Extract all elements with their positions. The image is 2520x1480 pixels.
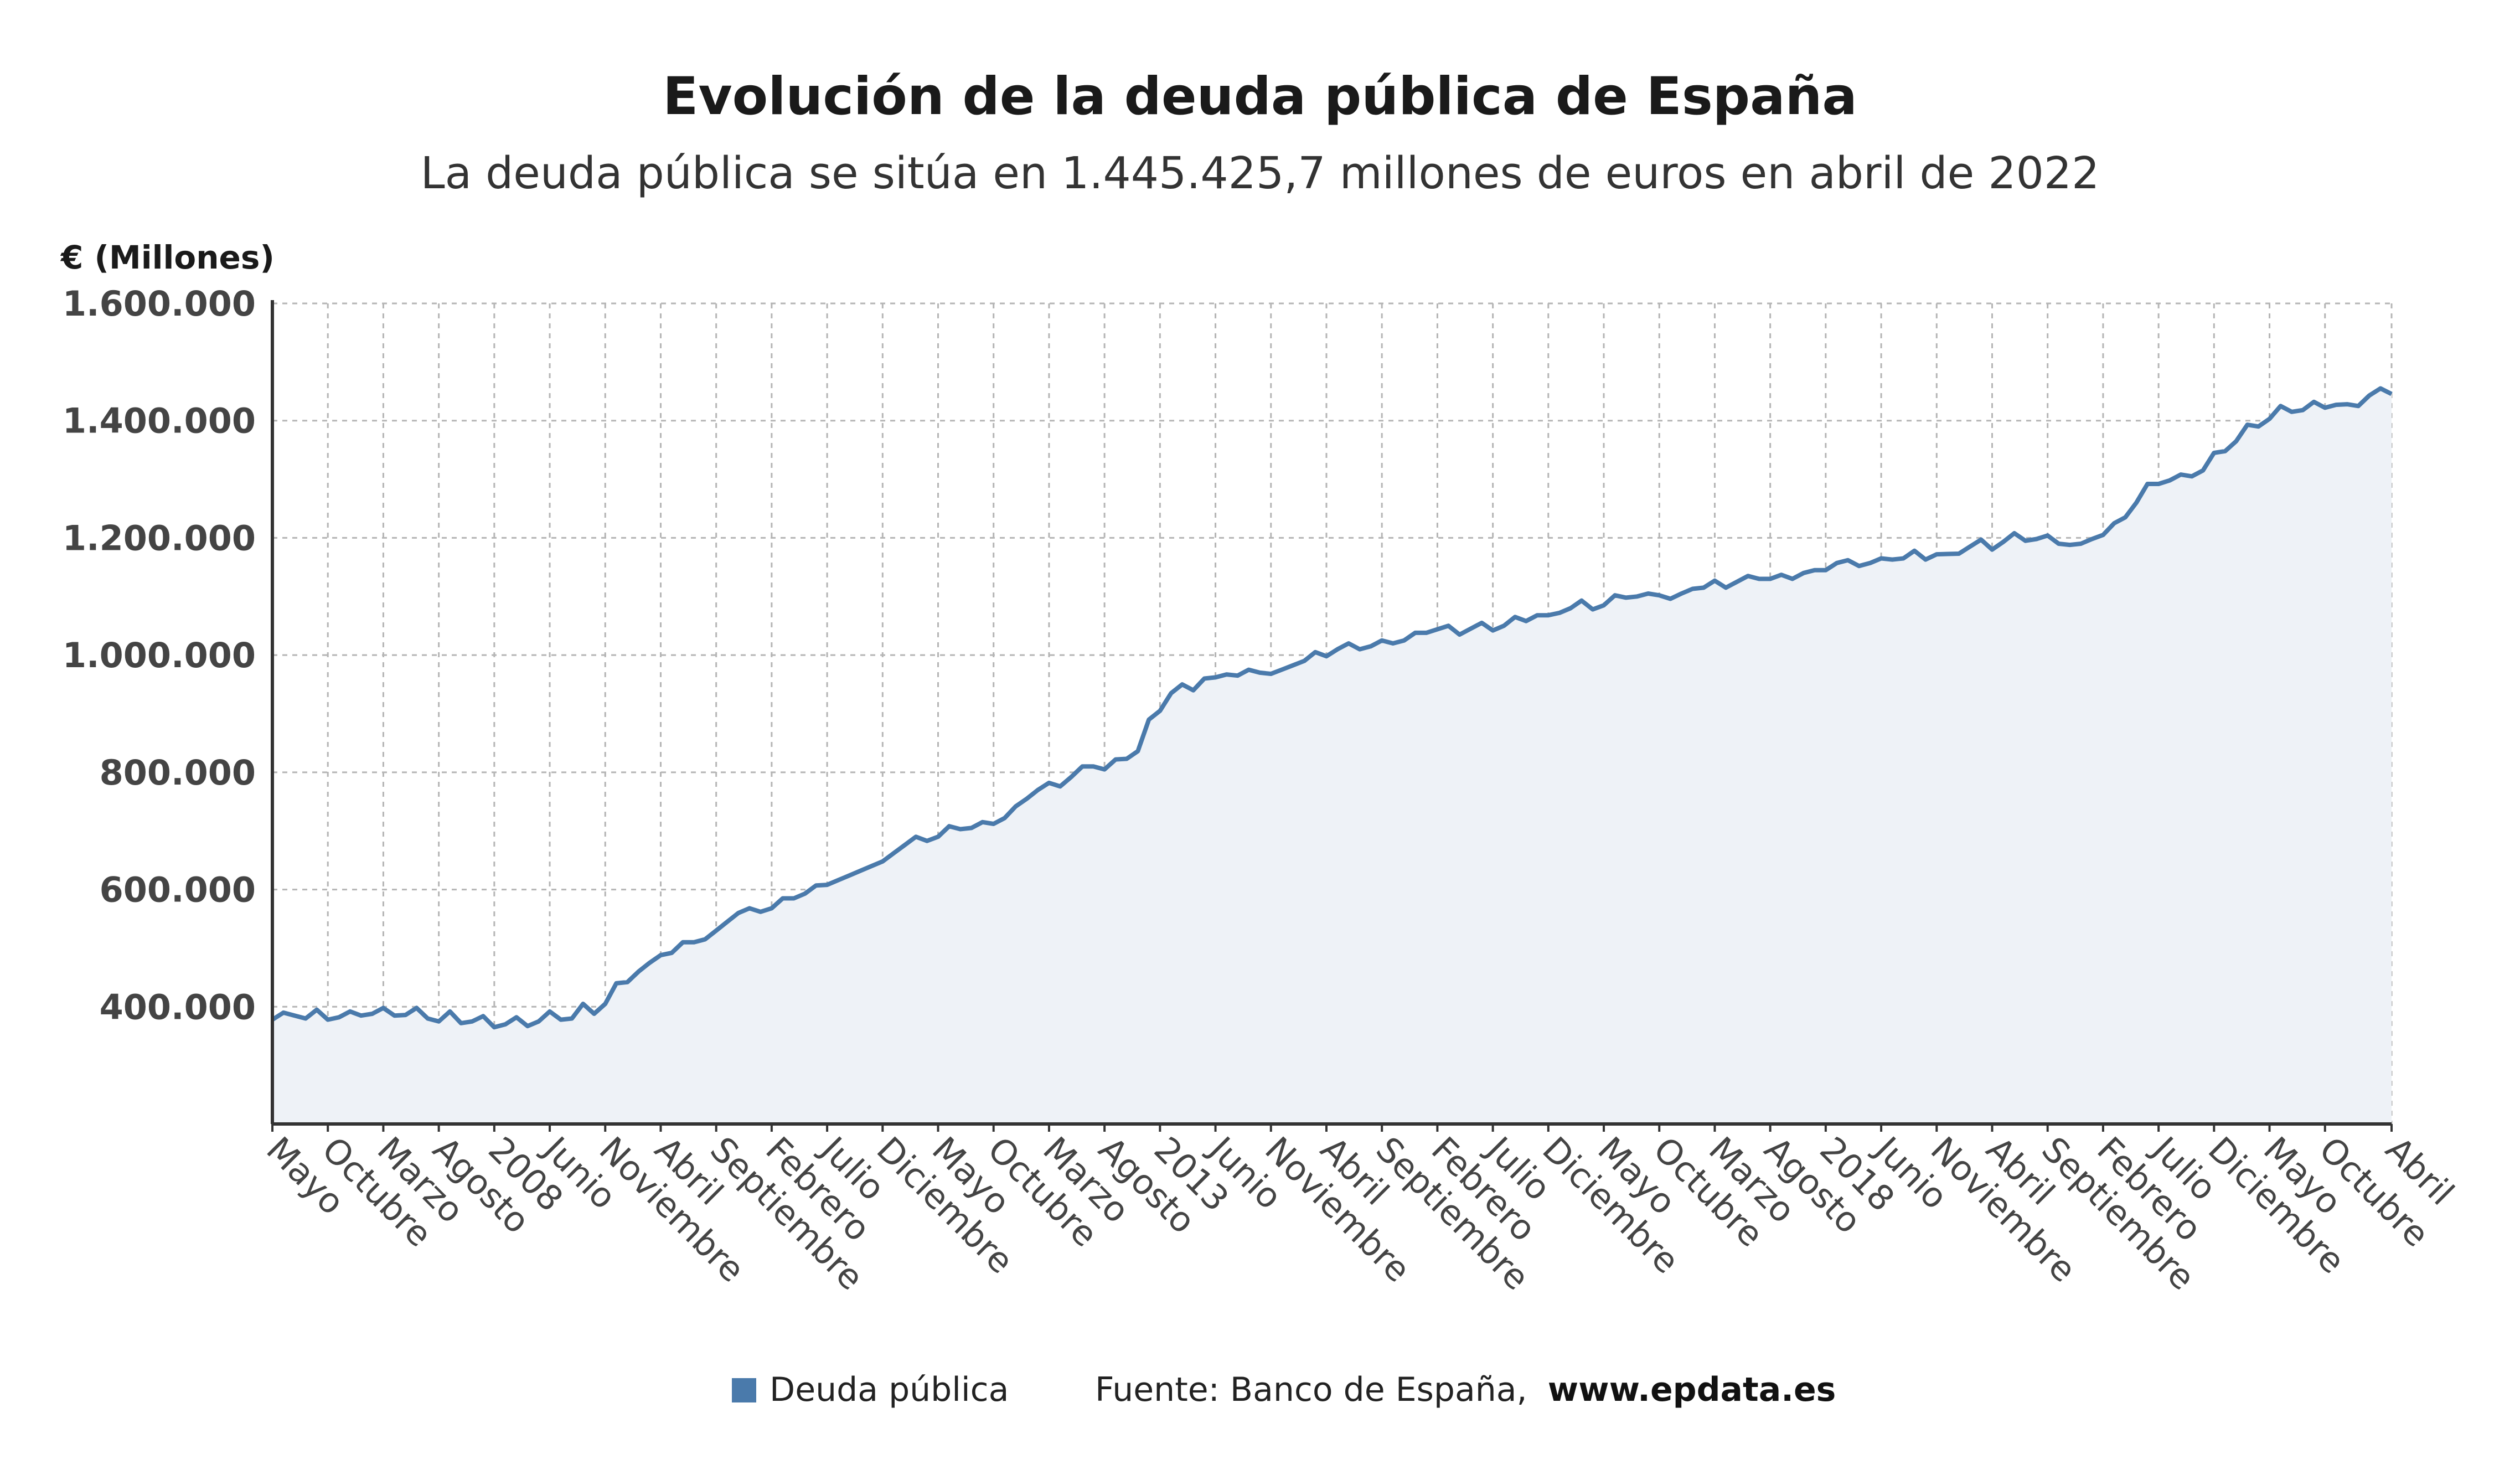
series-line-deuda-publica (271, 386, 2393, 1030)
y-tick-label: 1.000.000 (63, 635, 256, 675)
y-tick-labels: 400.000 600.000 800.000 1.000.000 1.200.000 1… (63, 283, 256, 1027)
legend-swatch (732, 1378, 756, 1402)
source-text: Fuente: Banco de España, www.epdata.es (1095, 1370, 1836, 1409)
y-tick-label: 600.000 (100, 870, 256, 910)
chart-subtitle: La deuda pública se sitúa en 1.445.425,7… (421, 148, 2100, 199)
area-layer (271, 386, 2393, 1124)
chart-title: Evolución de la deuda pública de España (663, 66, 1857, 127)
y-tick-label: 800.000 (100, 752, 256, 793)
axes (271, 300, 2393, 1132)
source-link[interactable]: www.epdata.es (1548, 1370, 1836, 1409)
legend-label: Deuda pública (770, 1370, 1009, 1409)
series-area (272, 388, 2392, 1124)
legend: Deuda pública (732, 1370, 1009, 1409)
y-axis-label: € (Millones) (60, 239, 275, 276)
y-tick-label: 1.400.000 (63, 401, 256, 441)
source-label: Fuente: Banco de España, (1095, 1370, 1527, 1409)
x-tick-labels: MayoOctubreMarzoAgosto2008JunioNoviembre… (259, 1127, 2462, 1298)
y-tick-label: 400.000 (100, 987, 256, 1027)
y-tick-label: 1.200.000 (63, 518, 256, 558)
y-tick-label: 1.600.000 (63, 283, 256, 324)
